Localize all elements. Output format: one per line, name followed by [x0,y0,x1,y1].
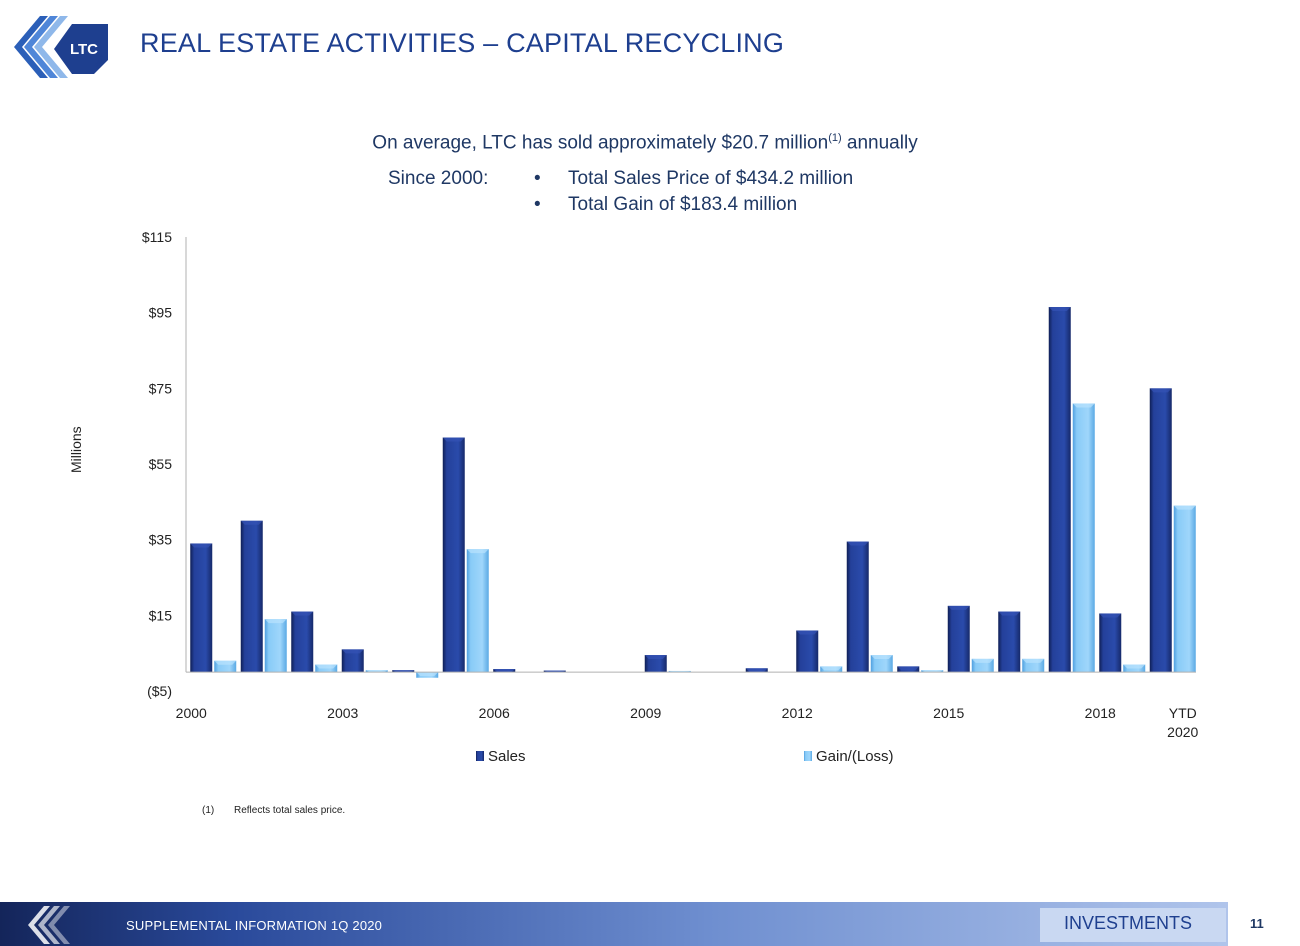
x-tick-label: YTD [1169,705,1197,721]
x-tick-label: 2006 [479,705,510,721]
gain-bar [1072,403,1095,673]
legend-swatch-gain [804,751,812,761]
sales-gain-bar-chart: ($5) $15 $35 $55 $75 $95 $115 2000 2003 2006 2009… [142,229,1199,765]
sales-bar-bevel [341,649,364,654]
sales-bar [846,541,869,673]
y-tick-label: $55 [149,456,173,472]
sales-bar-bevel [1099,613,1122,618]
gain-bar-bevel [214,660,237,665]
sales-bar [998,611,1021,673]
gain-bar-bevel [1173,505,1196,510]
legend-swatch-sales [476,751,484,761]
gain-bar-bevel [820,666,843,671]
bullet-item: • Total Gain of $183.4 million [534,194,853,220]
average-sales-headline: On average, LTC has sold approximately $… [0,132,1290,154]
bullet-text: Total Sales Price of $434.2 million [568,168,854,189]
section-label: INVESTMENTS [1064,913,1193,933]
gain-bar [264,619,287,673]
sales-bar-bevel [190,543,213,548]
bar-series [190,306,1196,678]
x-tick-label: 2015 [933,705,964,721]
y-axis-ticks: ($5) $15 $35 $55 $75 $95 $115 [142,229,172,699]
sales-bar [240,520,263,673]
sales-bar [442,437,465,673]
sales-bar-bevel [897,666,920,671]
gain-bar-bevel [1072,403,1095,408]
sales-bar [1048,306,1071,673]
sales-bar [1099,613,1122,673]
sales-bar-bevel [644,655,667,660]
gain-bar [870,655,893,673]
section-tab [1040,908,1226,942]
summary-bullets: • Total Sales Price of $434.2 million • To… [534,168,853,220]
footnote-ref: (1) [828,132,842,144]
y-tick-label: $115 [142,229,172,245]
sales-bar-bevel [947,605,970,610]
y-tick-label: $95 [149,305,173,321]
footnote-number: (1) [202,805,215,816]
gain-bar [466,549,489,673]
sales-bar-bevel [240,520,263,525]
sales-bar [796,630,819,673]
headline-text: On average, LTC has sold approximately $… [372,132,829,154]
headline-suffix: annually [841,132,918,154]
x-tick-label: 2000 [176,705,207,721]
gain-bar-bevel [1022,658,1045,663]
since-label: Since 2000: [388,168,489,189]
sales-bar-bevel [998,611,1021,616]
page-number: 11 [1250,916,1264,931]
y-tick-label: $35 [149,532,173,548]
sales-bar-bevel [1048,306,1071,311]
gain-bar-bevel [1123,664,1146,669]
gain-bar [1173,505,1196,673]
sales-bar [190,543,213,673]
sales-bar [291,611,314,673]
footer-document-label: SUPPLEMENTAL INFORMATION 1Q 2020 [126,918,383,933]
footer-bar: SUPPLEMENTAL INFORMATION 1Q 2020 INVESTM… [0,902,1300,946]
bullet-text: Total Gain of $183.4 million [568,194,798,215]
bullet-item: • Total Sales Price of $434.2 million [534,168,853,194]
x-tick-label: 2003 [327,705,358,721]
sales-bar-bevel [291,611,314,616]
page-title: REAL ESTATE ACTIVITIES – CAPITAL RECYCLI… [140,28,785,58]
y-tick-label: ($5) [147,683,172,699]
x-tick-label: 2018 [1085,705,1116,721]
sales-bar-bevel [1149,388,1172,393]
legend-label-sales: Sales [488,748,526,765]
gain-bar-bevel [264,619,287,624]
footer-logo-icon [28,906,70,944]
sales-bar [644,655,667,673]
sales-bar-bevel [493,669,516,673]
sales-bar-bevel [846,541,869,546]
x-tick-label: 2012 [782,705,813,721]
sales-bar [947,605,970,673]
gain-bar-bevel [315,664,338,669]
sales-bar-bevel [442,437,465,442]
x-tick-label: 2009 [630,705,661,721]
gain-bar-bevel [466,549,489,554]
footnote: (1) Reflects total sales price. [202,805,345,816]
chart-legend: Sales Gain/(Loss) [476,748,894,765]
y-tick-label: $15 [149,607,173,623]
x-axis-ticks: 2000 2003 2006 2009 2012 2015 2018 YTD 2020 [176,705,1199,740]
sales-bar-bevel [745,668,768,673]
gain-bar-bevel [971,658,994,663]
bullet-glyph: • [534,194,541,215]
sales-bar [341,649,364,673]
y-tick-label: $75 [149,380,173,396]
sales-bar-bevel [796,630,819,635]
gain-bar [214,660,237,673]
page-number-box [1228,902,1300,946]
footnote-text: Reflects total sales price. [234,805,346,816]
gain-bar-bevel [870,655,893,660]
legend-label-gain: Gain/(Loss) [816,748,894,765]
gain-bar-bevel [416,672,439,677]
sales-bar [1149,388,1172,673]
svg-text:LTC: LTC [70,41,98,58]
ltc-logo: LTC REIT [14,16,108,78]
bullet-glyph: • [534,168,541,189]
x-tick-label: 2020 [1167,724,1198,740]
